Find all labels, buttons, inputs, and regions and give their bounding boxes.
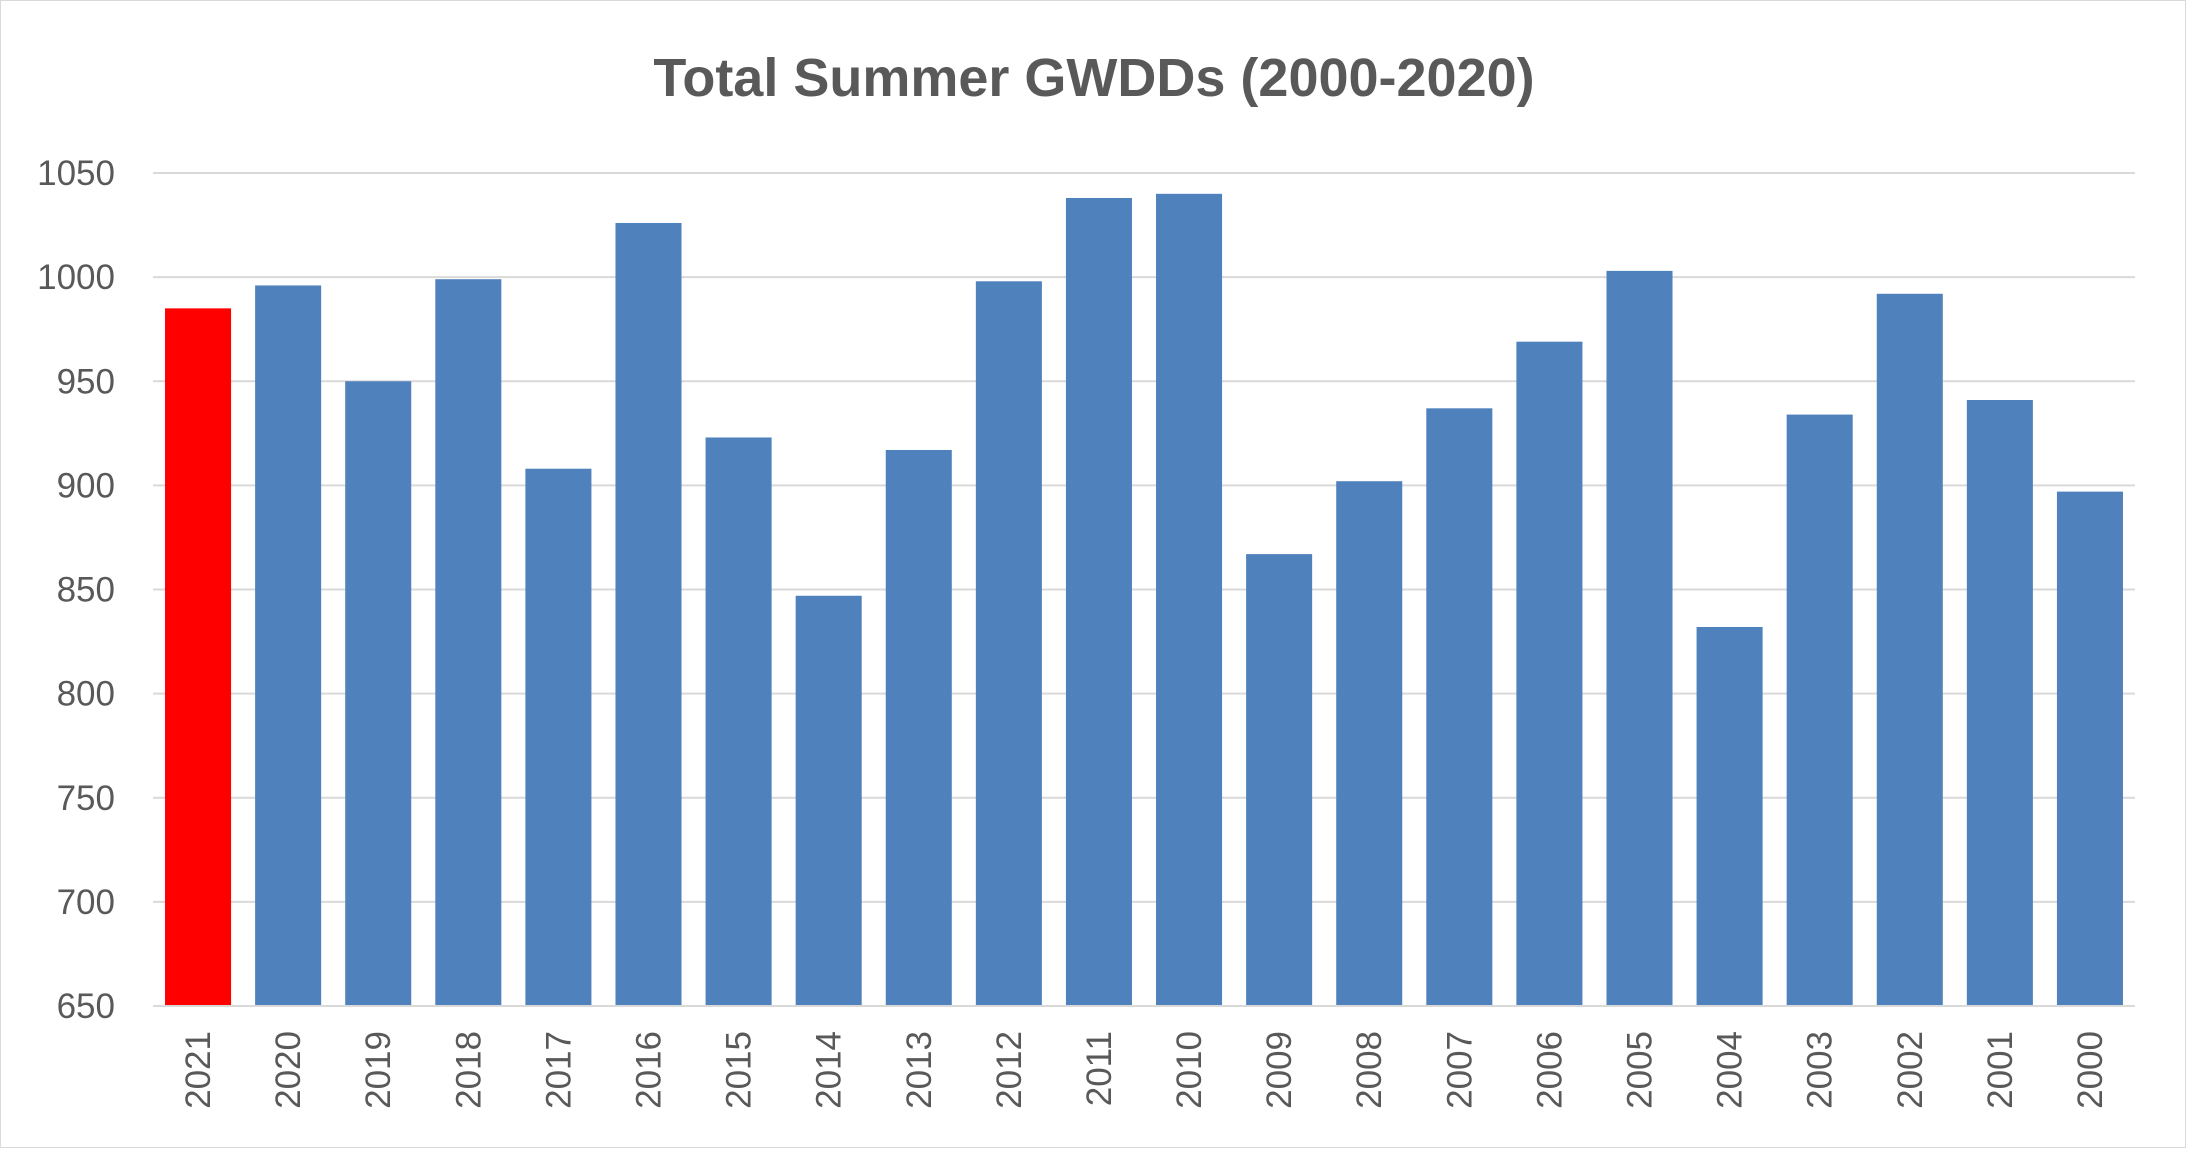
x-tick-label: 2004 — [1711, 1031, 1750, 1109]
y-axis-tick-labels: 650 700 750 800 850 900 950 1000 1050 — [37, 154, 115, 1026]
bar-2017 — [525, 468, 592, 1007]
y-tick-label: 850 — [57, 571, 115, 610]
x-tick-label: 2000 — [2071, 1031, 2110, 1109]
x-tick-label: 2011 — [1080, 1031, 1119, 1106]
x-tick-label: 2005 — [1621, 1031, 1660, 1109]
x-tick-label: 2016 — [630, 1031, 669, 1109]
x-tick-label: 2013 — [900, 1031, 939, 1109]
y-tick-label: 1050 — [37, 154, 115, 193]
x-tick-label: 2019 — [359, 1031, 398, 1109]
x-tick-label: 2012 — [990, 1031, 1029, 1109]
y-tick-label: 900 — [57, 466, 115, 505]
bar-2021 — [165, 308, 232, 1006]
bar-2001 — [1966, 399, 2033, 1006]
y-tick-label: 950 — [57, 362, 115, 401]
bar-2013 — [885, 449, 952, 1006]
y-tick-label: 650 — [57, 987, 115, 1026]
bar-2019 — [345, 381, 412, 1006]
chart-title: Total Summer GWDDs (2000-2020) — [653, 48, 1534, 108]
bar-2009 — [1246, 554, 1313, 1006]
x-tick-label: 2003 — [1801, 1031, 1840, 1109]
x-tick-label: 2014 — [810, 1031, 849, 1109]
bar-2018 — [435, 279, 502, 1006]
bar-2006 — [1516, 341, 1583, 1006]
bar-2007 — [1426, 408, 1493, 1006]
x-tick-label: 2001 — [1981, 1031, 2020, 1109]
x-tick-label: 2018 — [449, 1031, 488, 1109]
x-tick-label: 2006 — [1530, 1031, 1569, 1109]
bar-2011 — [1065, 197, 1132, 1007]
y-tick-label: 750 — [57, 779, 115, 818]
bar-2014 — [795, 595, 862, 1006]
x-tick-label: 2015 — [720, 1031, 759, 1109]
x-tick-label: 2002 — [1891, 1031, 1930, 1109]
bar-2000 — [2056, 491, 2123, 1006]
bar-2002 — [1876, 293, 1943, 1006]
x-tick-label: 2017 — [539, 1031, 578, 1109]
bar-2004 — [1696, 626, 1763, 1006]
bar-2016 — [615, 222, 682, 1007]
bars — [165, 193, 2123, 1007]
x-tick-label: 2009 — [1260, 1031, 1299, 1109]
x-tick-label: 2021 — [179, 1031, 218, 1109]
bar-2003 — [1786, 414, 1853, 1006]
y-tick-label: 700 — [57, 883, 115, 922]
x-tick-label: 2007 — [1440, 1031, 1479, 1109]
x-axis-tick-labels: 2021 2020 2019 2018 2017 2016 2015 2014 2013 2012… — [179, 1031, 2110, 1109]
bar-2015 — [705, 437, 772, 1006]
y-tick-label: 800 — [57, 675, 115, 714]
x-tick-label: 2008 — [1350, 1031, 1389, 1109]
bar-2008 — [1336, 481, 1403, 1007]
x-tick-label: 2020 — [269, 1031, 308, 1109]
bar-2020 — [255, 285, 322, 1007]
x-tick-label: 2010 — [1170, 1031, 1209, 1109]
bar-2012 — [975, 281, 1042, 1006]
bar-2005 — [1606, 270, 1673, 1006]
bar-2010 — [1156, 193, 1223, 1006]
y-tick-label: 1000 — [37, 258, 115, 297]
